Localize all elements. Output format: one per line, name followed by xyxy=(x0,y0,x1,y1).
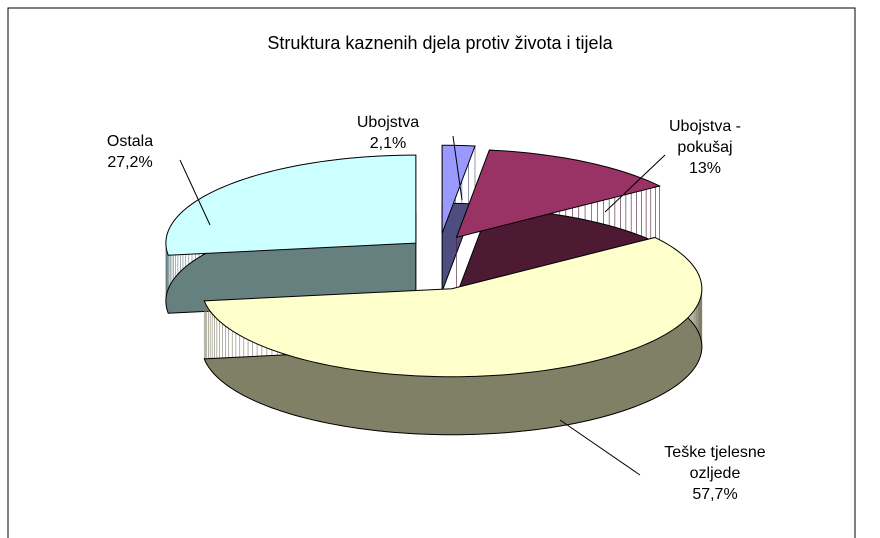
leader-line xyxy=(179,159,211,226)
category-label: Teške tjelesne ozljede xyxy=(664,444,766,482)
pie-slice-top xyxy=(203,236,703,378)
leader-line xyxy=(559,419,641,476)
data-label: Teške tjelesne ozljede 57,7% xyxy=(635,442,795,505)
pie-slice xyxy=(203,236,703,436)
pie-slice xyxy=(165,154,417,314)
data-label: Ubojstva - pokušaj 13% xyxy=(625,116,785,179)
chart-border xyxy=(7,7,856,538)
pie-slice-top xyxy=(165,154,417,256)
value-label: 13% xyxy=(688,160,722,177)
chart-title: Struktura kaznenih djela protiv života i… xyxy=(267,33,613,53)
leader-line xyxy=(604,154,666,213)
pie-slice xyxy=(455,149,662,296)
value-label: 2,1% xyxy=(369,135,407,152)
data-label: Ostala 27,2% xyxy=(50,131,210,173)
pie-slice-top xyxy=(441,144,476,234)
category-label: Ubojstva - pokušaj xyxy=(668,118,742,156)
data-label: Ubojstva 2,1% xyxy=(308,112,468,154)
pie-slice-side-edge xyxy=(203,294,703,436)
category-label: Ostala xyxy=(106,133,154,150)
value-label: 27,2% xyxy=(107,154,153,171)
leader-line xyxy=(452,135,463,201)
value-label: 57,7% xyxy=(692,486,738,503)
category-label: Ubojstva xyxy=(356,114,420,131)
